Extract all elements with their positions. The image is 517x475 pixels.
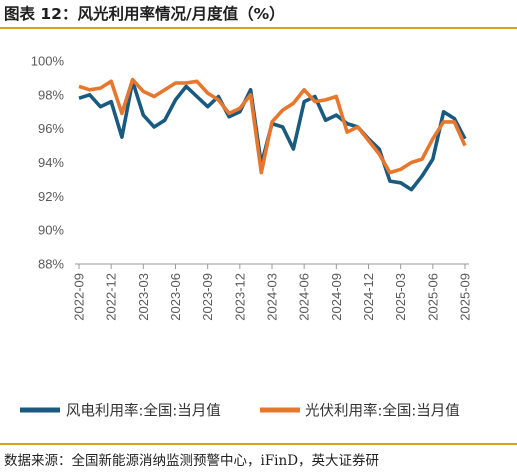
y-tick-label: 88%	[38, 257, 64, 272]
title-rule	[0, 27, 517, 29]
x-tick-label: 2022-09	[72, 273, 87, 321]
legend: 风电利用率:全国:当月值 光伏利用率:全国:当月值	[20, 402, 460, 420]
x-tick-label: 2023-12	[232, 273, 247, 321]
x-tick-label: 2024-12	[361, 273, 376, 321]
legend-label-1: 风电利用率:全国:当月值	[66, 402, 221, 420]
y-tick-label: 96%	[38, 121, 64, 136]
x-tick-label: 2024-09	[329, 273, 344, 321]
y-tick-label: 94%	[38, 155, 64, 170]
series-line-2	[78, 77, 467, 175]
x-tick-label: 2024-03	[265, 273, 280, 321]
x-tick-label: 2022-12	[104, 273, 119, 321]
x-tick-label: 2023-03	[136, 273, 151, 321]
x-tick-label: 2023-06	[168, 273, 183, 321]
series-layer	[78, 77, 467, 192]
line-chart: 100%98%96%94%92%90%88% 2022-09 2022-12 202…	[20, 54, 473, 420]
legend-label-2: 光伏利用率:全国:当月值	[305, 402, 460, 420]
x-axis: 2022-09 2022-12 2023-03 2023-06 2023-09 2023-…	[72, 263, 473, 321]
source-rule	[0, 443, 517, 445]
y-axis: 100% 98% 96% 94% 92% 90% 88%	[31, 54, 65, 272]
y-tick-label: 92%	[38, 189, 64, 204]
chart-title: 图表 12：风光利用率情况/月度值（%）	[4, 5, 285, 23]
y-tick-label: 90%	[38, 223, 64, 238]
series-line-1	[78, 79, 467, 192]
x-tick-label: 2025-03	[393, 273, 408, 321]
x-tick-label: 2025-09	[458, 273, 473, 321]
x-tick-label: 2024-06	[297, 273, 312, 321]
x-tick-label: 2025-06	[425, 273, 440, 321]
y-tick-label: 98%	[38, 87, 64, 102]
x-tick-label: 2023-09	[200, 273, 215, 321]
source-note: 数据来源：全国新能源消纳监测预警中心，iFinD，英大证券研	[4, 453, 380, 469]
y-tick-label: 100%	[31, 54, 65, 69]
